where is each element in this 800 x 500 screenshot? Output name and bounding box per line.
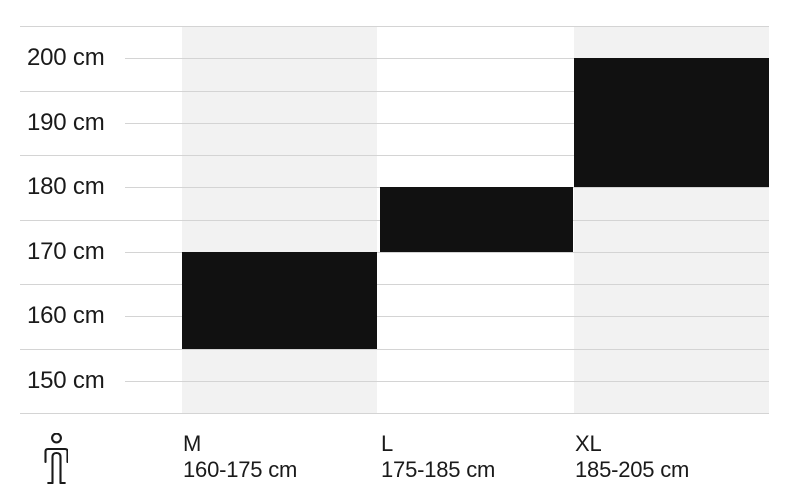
height-range-bar-xl bbox=[574, 58, 769, 188]
gridline-160cm bbox=[125, 316, 769, 318]
gridline-170cm bbox=[125, 251, 769, 253]
person-shoulders-arms bbox=[44, 447, 68, 464]
y-tick-label-170: 170 cm bbox=[27, 237, 105, 265]
y-tick-label-160: 160 cm bbox=[27, 302, 105, 330]
y-tick-label-200: 200 cm bbox=[27, 44, 105, 72]
y-tick-label-150: 150 cm bbox=[27, 366, 105, 394]
gridline-200cm bbox=[125, 58, 769, 60]
size-label-name-xl: XL bbox=[575, 431, 602, 456]
size-label-name-m: M bbox=[183, 431, 202, 456]
gridline-205cm bbox=[20, 26, 769, 27]
y-tick-label-180: 180 cm bbox=[27, 173, 105, 201]
height-range-bar-m bbox=[182, 251, 377, 349]
size-label-m: M 160-175 cm bbox=[183, 431, 297, 483]
size-label-range-xl: 185-205 cm bbox=[575, 457, 690, 482]
gridline-145cm bbox=[20, 413, 769, 414]
size-label-range-m: 160-175 cm bbox=[183, 457, 298, 482]
size-label-xl: XL 185-205 cm bbox=[575, 431, 689, 483]
size-label-range-l: 175-185 cm bbox=[381, 457, 496, 482]
height-range-bar-l bbox=[380, 187, 573, 252]
size-label-l: L 175-185 cm bbox=[381, 431, 495, 483]
gridline-155cm bbox=[20, 348, 769, 350]
gridline-195cm bbox=[20, 90, 769, 92]
person-head bbox=[51, 433, 62, 444]
gridline-190cm bbox=[125, 122, 769, 124]
gridline-150cm bbox=[125, 380, 769, 382]
gridline-185cm bbox=[20, 155, 769, 156]
person-legs bbox=[51, 451, 62, 485]
size-label-name-l: L bbox=[381, 431, 394, 456]
gridline-165cm bbox=[20, 284, 769, 285]
person-height-icon bbox=[44, 433, 68, 485]
y-tick-label-190: 190 cm bbox=[27, 108, 105, 136]
